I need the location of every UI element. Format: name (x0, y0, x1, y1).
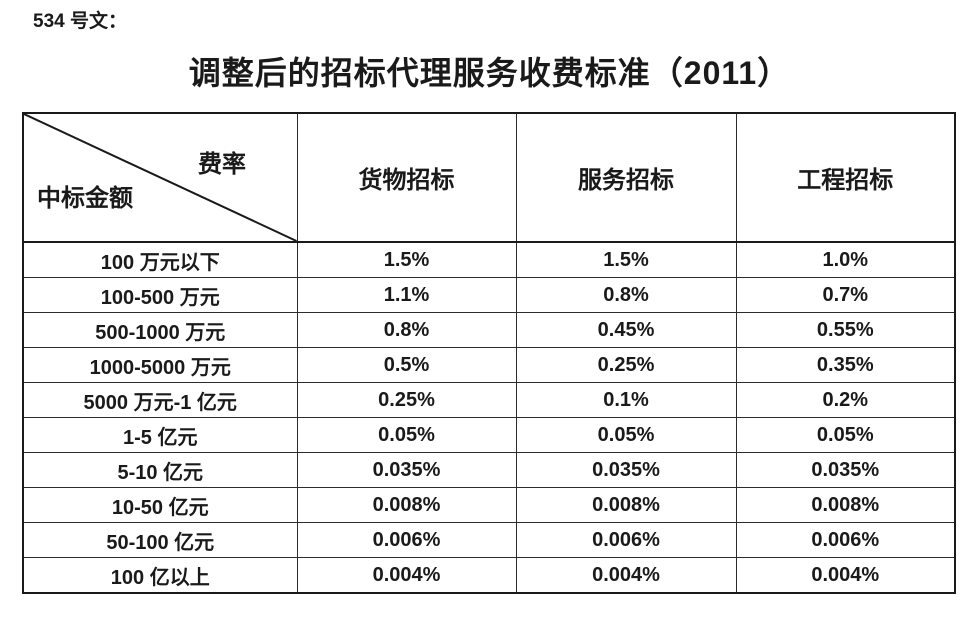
table-row: 100 亿以上 0.004% 0.004% 0.004% (22, 557, 956, 594)
value-cell: 0.25% (296, 382, 517, 418)
value-cell: 0.05% (515, 417, 737, 453)
table-row: 1000-5000 万元 0.5% 0.25% 0.35% (22, 347, 956, 383)
value-cell: 1.0% (735, 241, 956, 278)
diagonal-divider-line (24, 114, 297, 241)
value-cell: 0.035% (515, 452, 737, 488)
row-label-cell: 5-10 亿元 (22, 452, 298, 488)
value-cell: 0.25% (515, 347, 737, 383)
value-cell: 0.006% (515, 522, 737, 558)
row-label-cell: 1-5 亿元 (22, 417, 298, 453)
row-label-cell: 1000-5000 万元 (22, 347, 298, 383)
table-row: 50-100 亿元 0.006% 0.006% 0.006% (22, 522, 956, 558)
value-cell: 0.8% (515, 277, 737, 313)
value-cell: 0.8% (296, 312, 517, 348)
value-cell: 0.035% (735, 452, 956, 488)
value-cell: 0.035% (296, 452, 517, 488)
value-cell: 0.7% (735, 277, 956, 313)
value-cell: 0.008% (515, 487, 737, 523)
corner-label-amount: 中标金额 (37, 185, 133, 212)
value-cell: 0.006% (296, 522, 517, 558)
value-cell: 0.006% (735, 522, 956, 558)
table-row: 500-1000 万元 0.8% 0.45% 0.55% (22, 312, 956, 348)
value-cell: 0.5% (296, 347, 517, 383)
table-row: 100 万元以下 1.5% 1.5% 1.0% (22, 241, 956, 278)
value-cell: 0.008% (735, 487, 956, 523)
value-cell: 1.1% (296, 277, 517, 313)
table-row: 1-5 亿元 0.05% 0.05% 0.05% (22, 417, 956, 453)
value-cell: 0.55% (735, 312, 956, 348)
column-header-services: 服务招标 (515, 112, 737, 243)
row-label-cell: 5000 万元-1 亿元 (22, 382, 298, 418)
value-cell: 0.004% (515, 557, 737, 594)
value-cell: 0.004% (735, 557, 956, 594)
row-label-cell: 100-500 万元 (22, 277, 298, 313)
table-row: 5-10 亿元 0.035% 0.035% 0.035% (22, 452, 956, 488)
corner-header-cell: 费率 中标金额 (22, 112, 298, 243)
column-header-goods: 货物招标 (296, 112, 517, 243)
value-cell: 0.004% (296, 557, 517, 594)
table-row: 10-50 亿元 0.008% 0.008% 0.008% (22, 487, 956, 523)
corner-label-rate: 费率 (198, 151, 246, 178)
row-label-cell: 50-100 亿元 (22, 522, 298, 558)
fee-table-body: 100 万元以下 1.5% 1.5% 1.0% 100-500 万元 1.1% … (22, 241, 956, 594)
table-row: 100-500 万元 1.1% 0.8% 0.7% (22, 277, 956, 313)
value-cell: 0.2% (735, 382, 956, 418)
row-label-cell: 100 万元以下 (22, 241, 298, 278)
column-header-engineering: 工程招标 (735, 112, 956, 243)
value-cell: 0.35% (735, 347, 956, 383)
value-cell: 0.45% (515, 312, 737, 348)
row-label-cell: 10-50 亿元 (22, 487, 298, 523)
value-cell: 1.5% (296, 241, 517, 278)
row-label-cell: 500-1000 万元 (22, 312, 298, 348)
row-label-cell: 100 亿以上 (22, 557, 298, 594)
fee-rate-table: 费率 中标金额 货物招标 服务招标 工程招标 100 万元以下 1.5% 1.5… (22, 112, 956, 594)
value-cell: 0.05% (296, 417, 517, 453)
value-cell: 0.008% (296, 487, 517, 523)
page-title: 调整后的招标代理服务收费标准（2011） (188, 55, 791, 91)
value-cell: 0.1% (515, 382, 737, 418)
header-row: 费率 中标金额 货物招标 服务招标 工程招标 (22, 112, 956, 243)
value-cell: 0.05% (735, 417, 956, 453)
table-row: 5000 万元-1 亿元 0.25% 0.1% 0.2% (22, 382, 956, 418)
doc-number-label: 534 号文： (33, 11, 127, 32)
value-cell: 1.5% (515, 241, 737, 278)
